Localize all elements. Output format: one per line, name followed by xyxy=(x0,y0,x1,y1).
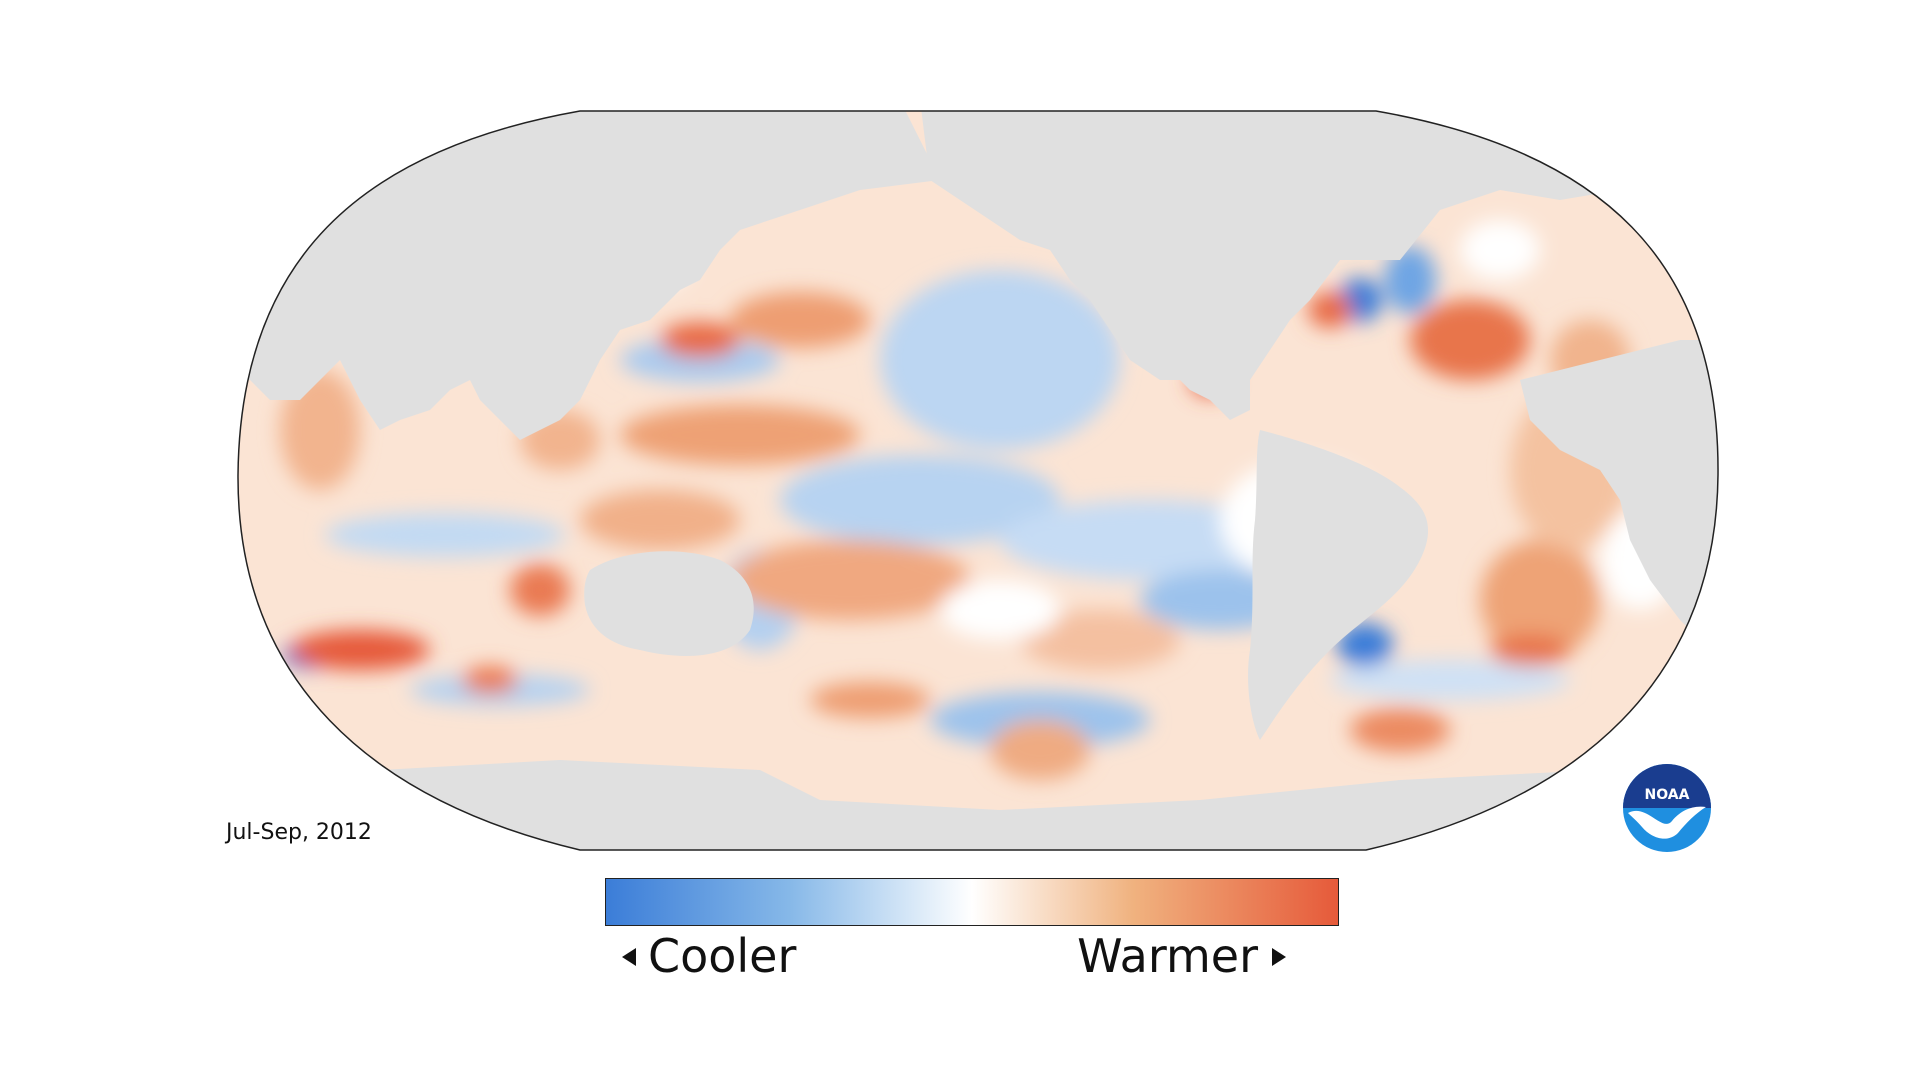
australia-land xyxy=(584,551,754,656)
triangle-left-icon xyxy=(622,947,636,966)
legend-cooler: Cooler xyxy=(622,928,796,984)
time-period-label: Jul-Sep, 2012 xyxy=(226,820,372,845)
legend-warmer-text: Warmer xyxy=(1077,929,1258,983)
map-outline xyxy=(237,110,1719,851)
legend-cooler-text: Cooler xyxy=(648,929,797,983)
anomaly-blobs xyxy=(280,220,1680,780)
asia-land xyxy=(237,111,940,440)
noaa-logo: NOAA xyxy=(1623,764,1711,852)
legend-warmer: Warmer xyxy=(1077,928,1286,984)
ocean-anomaly-field xyxy=(237,111,1719,850)
south-america-land xyxy=(1248,430,1429,740)
north-america-land xyxy=(920,111,1719,420)
triangle-right-icon xyxy=(1272,947,1286,966)
land-masses xyxy=(237,111,1719,850)
antarctica-land xyxy=(237,760,1719,850)
noaa-logo-text: NOAA xyxy=(1645,787,1690,803)
africa-land xyxy=(1520,340,1719,640)
color-scale-bar xyxy=(605,878,1339,926)
